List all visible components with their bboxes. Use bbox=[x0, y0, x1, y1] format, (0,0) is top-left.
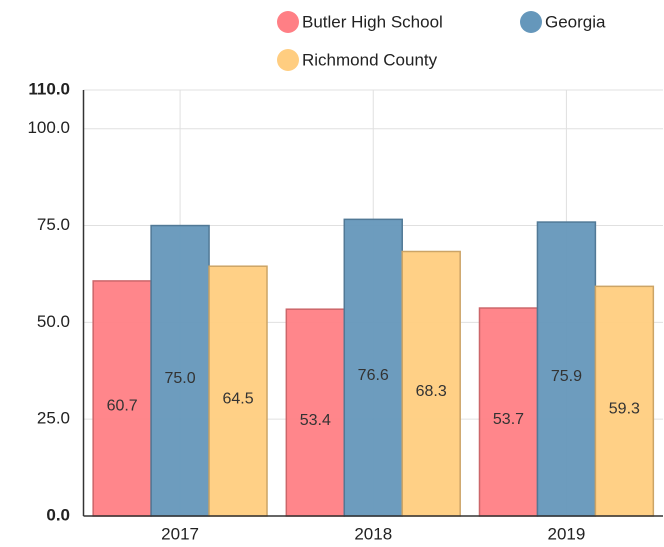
y-tick-label: 0.0 bbox=[46, 505, 70, 524]
data-label: 75.0 bbox=[165, 370, 196, 387]
y-tick-label: 50.0 bbox=[37, 312, 70, 331]
bar bbox=[285, 308, 346, 517]
bar bbox=[536, 221, 597, 517]
x-tick-label: 2019 bbox=[548, 524, 586, 543]
bar bbox=[150, 224, 210, 517]
y-tick-label: 110.0 bbox=[28, 79, 70, 98]
x-tick-label: 2018 bbox=[354, 524, 392, 543]
data-label: 59.3 bbox=[609, 400, 640, 417]
x-tick-label: 2017 bbox=[161, 524, 199, 543]
legend-swatch bbox=[277, 11, 299, 33]
bar bbox=[594, 285, 655, 517]
y-tick-label: 75.0 bbox=[37, 215, 70, 234]
data-label: 53.4 bbox=[300, 412, 331, 429]
data-label: 53.7 bbox=[493, 411, 524, 428]
data-label: 76.6 bbox=[358, 367, 389, 384]
bar bbox=[343, 218, 403, 517]
data-label: 75.9 bbox=[551, 368, 582, 385]
legend-label: Butler High School bbox=[302, 12, 443, 31]
data-label: 68.3 bbox=[416, 383, 447, 400]
data-label: 64.5 bbox=[222, 390, 253, 407]
bar bbox=[478, 307, 539, 517]
data-label: 60.7 bbox=[107, 398, 138, 415]
legend-swatch bbox=[277, 49, 299, 71]
bar bbox=[401, 250, 461, 517]
legend-label: Richmond County bbox=[302, 50, 438, 69]
y-tick-label: 25.0 bbox=[37, 409, 70, 428]
legend-swatch bbox=[520, 11, 542, 33]
y-tick-label: 100.0 bbox=[27, 118, 70, 137]
legend-label: Georgia bbox=[545, 12, 606, 31]
